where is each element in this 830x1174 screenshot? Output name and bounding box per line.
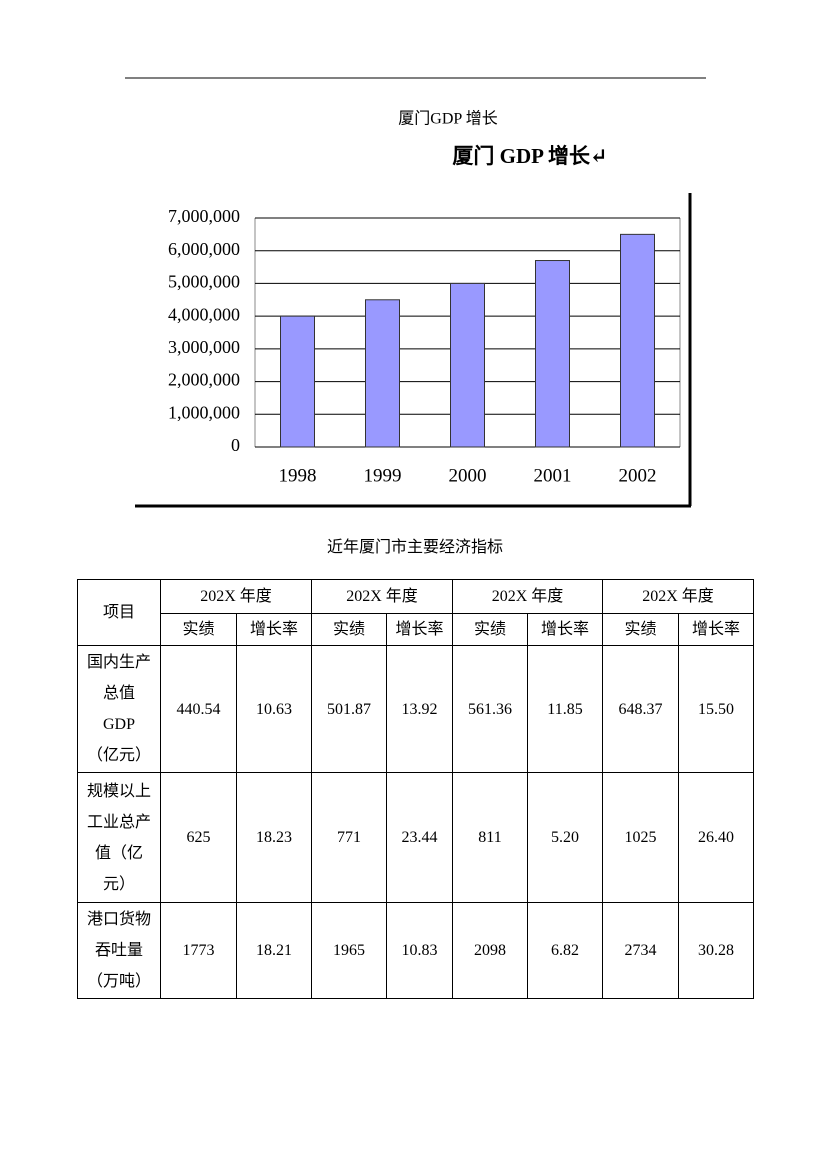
x-tick-label: 1999 bbox=[364, 465, 402, 486]
data-cell: 30.28 bbox=[678, 902, 754, 999]
data-cell: 440.54 bbox=[160, 645, 237, 773]
header-cell: 项目 bbox=[77, 579, 161, 646]
data-cell: 26.40 bbox=[678, 772, 754, 903]
y-tick-label: 7,000,000 bbox=[168, 206, 240, 226]
row-label-line: （亿元） bbox=[86, 747, 151, 764]
data-cell: 15.50 bbox=[678, 645, 754, 773]
y-tick-label: 1,000,000 bbox=[168, 402, 240, 422]
data-cell: 1773 bbox=[160, 902, 237, 999]
row-label-line: 工业总产 bbox=[86, 813, 151, 831]
data-cell: 2734 bbox=[602, 902, 679, 999]
row-label-line: 吞吐量 bbox=[94, 942, 143, 959]
year-header: 202X 年度 bbox=[452, 579, 603, 614]
year-header: 202X 年度 bbox=[160, 579, 312, 614]
table-row: 项目 202X 年度 202X 年度 202X 年度 202X 年度 bbox=[77, 579, 754, 646]
year-header: 202X 年度 bbox=[311, 579, 453, 614]
x-tick-label: 1998 bbox=[279, 465, 317, 486]
y-tick-label: 0 bbox=[231, 435, 240, 455]
x-tick-label: 2001 bbox=[534, 465, 572, 486]
row-label-line: （万吨） bbox=[86, 973, 151, 990]
data-cell: 561.36 bbox=[452, 645, 528, 773]
y-tick-label: 5,000,000 bbox=[168, 272, 240, 292]
data-cell: 5.20 bbox=[527, 772, 603, 903]
indicator-table: 项目 202X 年度 202X 年度 202X 年度 202X 年度 实绩 增长率 实绩 增长率… bbox=[77, 579, 754, 999]
y-tick-label: 3,000,000 bbox=[168, 337, 240, 357]
bar bbox=[450, 282, 485, 448]
table-row: 港口货物吞吐量 （万吨） 1773 18.21 1965 10.83 2098 6.82 273… bbox=[77, 902, 754, 999]
data-cell: 2098 bbox=[452, 902, 528, 999]
x-tick-label: 2002 bbox=[619, 465, 657, 486]
data-cell: 625 bbox=[160, 772, 237, 903]
data-cell: 11.85 bbox=[527, 645, 603, 773]
row-label-line: 值（亿 bbox=[94, 844, 143, 862]
data-cell: 18.21 bbox=[236, 902, 312, 999]
chart: 厦门GDP 增长 厦门 GDP 增长↵ 0 1,000,000 2,000,000 3… bbox=[125, 77, 706, 508]
data-cell: 648.37 bbox=[602, 645, 679, 773]
row-label-line: 国内生产 bbox=[86, 654, 151, 671]
data-cell: 771 bbox=[311, 772, 387, 903]
row-label-line: GDP bbox=[102, 716, 135, 733]
sub-header: 实绩 bbox=[160, 613, 237, 646]
chart-title: 厦门 GDP 增长↵ bbox=[452, 144, 607, 168]
y-tick-label: 4,000,000 bbox=[168, 304, 240, 324]
year-header: 202X 年度 bbox=[602, 579, 754, 614]
data-cell: 6.82 bbox=[527, 902, 603, 999]
sub-header: 增长率 bbox=[527, 613, 603, 646]
table-row: 国内生产总值 GDP （亿元） 440.54 10.63 501.87 13.92 561.3… bbox=[77, 645, 754, 773]
data-cell: 10.83 bbox=[386, 902, 453, 999]
y-tick-label: 6,000,000 bbox=[168, 239, 240, 259]
x-tick-label: 2000 bbox=[449, 465, 487, 486]
data-cell: 13.92 bbox=[386, 645, 453, 773]
sub-header: 实绩 bbox=[602, 613, 679, 646]
row-label-line: 规模以上 bbox=[86, 782, 151, 800]
sub-header: 实绩 bbox=[311, 613, 387, 646]
figure-caption: 厦门GDP 增长 bbox=[398, 110, 497, 128]
data-cell: 23.44 bbox=[386, 772, 453, 903]
bar bbox=[535, 260, 570, 448]
bar bbox=[280, 315, 315, 448]
bar bbox=[620, 233, 655, 448]
bar bbox=[365, 299, 400, 448]
row-label-line: 元） bbox=[102, 875, 135, 893]
row-label-line: 港口货物 bbox=[86, 911, 151, 928]
sub-header: 增长率 bbox=[236, 613, 312, 646]
data-cell: 501.87 bbox=[311, 645, 387, 773]
table-caption: 近年厦门市主要经济指标 bbox=[326, 539, 503, 556]
data-cell: 1025 bbox=[602, 772, 679, 903]
row-label: 国内生产总值 GDP （亿元） bbox=[77, 645, 161, 773]
table-row: 实绩 增长率 实绩 增长率 实绩 增长率 实绩 增长率 bbox=[78, 613, 754, 646]
data-cell: 18.23 bbox=[236, 772, 312, 903]
sub-header: 增长率 bbox=[386, 613, 453, 646]
row-label: 规模以上工业总产值（亿元） bbox=[77, 772, 161, 903]
row-label: 港口货物吞吐量 （万吨） bbox=[77, 902, 161, 999]
sub-header: 实绩 bbox=[452, 613, 528, 646]
data-cell: 1965 bbox=[311, 902, 387, 999]
data-cell: 811 bbox=[452, 772, 528, 903]
table-row: 规模以上 工业总产 值（亿 元） 625 18.23 771 23.44 811 5.20 1025… bbox=[77, 772, 754, 903]
sub-header: 增长率 bbox=[678, 613, 754, 646]
data-cell: 10.63 bbox=[236, 645, 312, 773]
row-label-line: 总值 bbox=[102, 685, 135, 702]
y-tick-label: 2,000,000 bbox=[168, 370, 240, 390]
